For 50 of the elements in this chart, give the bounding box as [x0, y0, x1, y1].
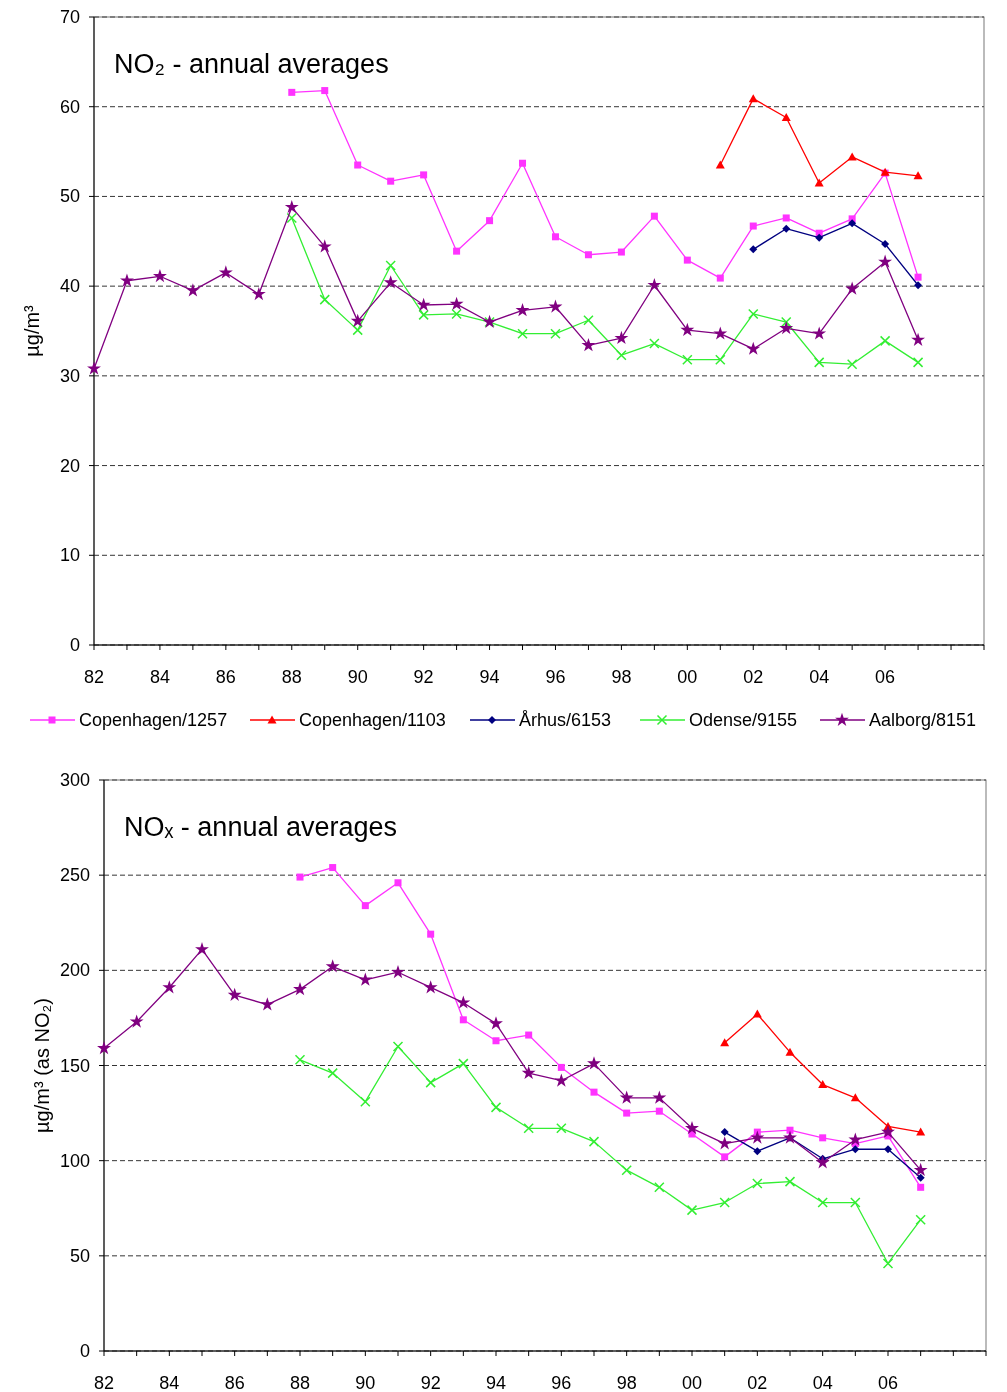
- x-tick-label: 82: [83, 667, 105, 687]
- x-tick-label: 84: [159, 1373, 180, 1392]
- y-tick-label: 0: [79, 1341, 90, 1361]
- text: NO₂ - annual averages: [114, 49, 389, 79]
- x-tick-label: 00: [681, 1373, 703, 1392]
- y-tick-label: 40: [59, 276, 80, 297]
- legend-label: Aalborg/8151: [869, 710, 977, 730]
- x-tick-label: 02: [743, 667, 764, 687]
- legend-label: Odense/9155: [689, 710, 798, 730]
- y-tick-label: 200: [59, 960, 90, 981]
- x-tick-label: 00: [677, 667, 698, 687]
- x-tick-label: 98: [611, 667, 632, 687]
- x-tick-label: 98: [616, 1373, 637, 1392]
- x-tick-label: 86: [215, 667, 236, 687]
- x-tick-label: 82: [93, 1373, 115, 1392]
- y-tick-label: 150: [59, 1055, 90, 1076]
- x-tick-label: 94: [479, 667, 500, 687]
- x-tick-label: 06: [875, 667, 896, 687]
- y-tick-label: 0: [69, 635, 80, 655]
- x-tick-label: 94: [485, 1373, 507, 1392]
- y-tick-label: 20: [59, 455, 80, 476]
- x-tick-label: 02: [747, 1373, 768, 1392]
- y-tick-label: 50: [69, 1245, 90, 1266]
- x-tick-label: 88: [281, 667, 302, 687]
- x-tick-label: 04: [809, 667, 830, 687]
- y-tick-label: 250: [59, 865, 90, 886]
- legend-label: Copenhagen/1103: [299, 710, 446, 730]
- x-tick-label: 90: [347, 667, 368, 687]
- x-tick-label: 04: [812, 1373, 833, 1392]
- y-tick-label: 50: [59, 186, 80, 207]
- y-tick-label: 100: [59, 1150, 90, 1171]
- legend-label: Copenhagen/1257: [79, 710, 228, 730]
- x-tick-label: 86: [224, 1373, 245, 1392]
- x-tick-label: 06: [877, 1373, 899, 1392]
- x-tick-label: 88: [289, 1373, 311, 1392]
- x-tick-label: 96: [551, 1373, 572, 1392]
- y-tick-label: 70: [59, 7, 80, 27]
- y-axis-title: µg/m³: [21, 304, 43, 357]
- x-tick-label: 84: [149, 667, 170, 687]
- y-tick-label: 30: [59, 365, 80, 386]
- x-tick-label: 96: [545, 667, 566, 687]
- x-tick-label: 92: [420, 1373, 441, 1392]
- y-tick-label: 10: [59, 545, 80, 566]
- y-axis-title: µg/m³ (as NO₂): [31, 998, 53, 1133]
- y-tick-label: 60: [59, 96, 80, 117]
- x-tick-label: 90: [355, 1373, 376, 1392]
- y-tick-label: 300: [59, 770, 90, 790]
- legend-label: Århus/6153: [519, 710, 612, 730]
- text: NOₓ - annual averages: [124, 812, 398, 842]
- x-tick-label: 92: [413, 667, 434, 687]
